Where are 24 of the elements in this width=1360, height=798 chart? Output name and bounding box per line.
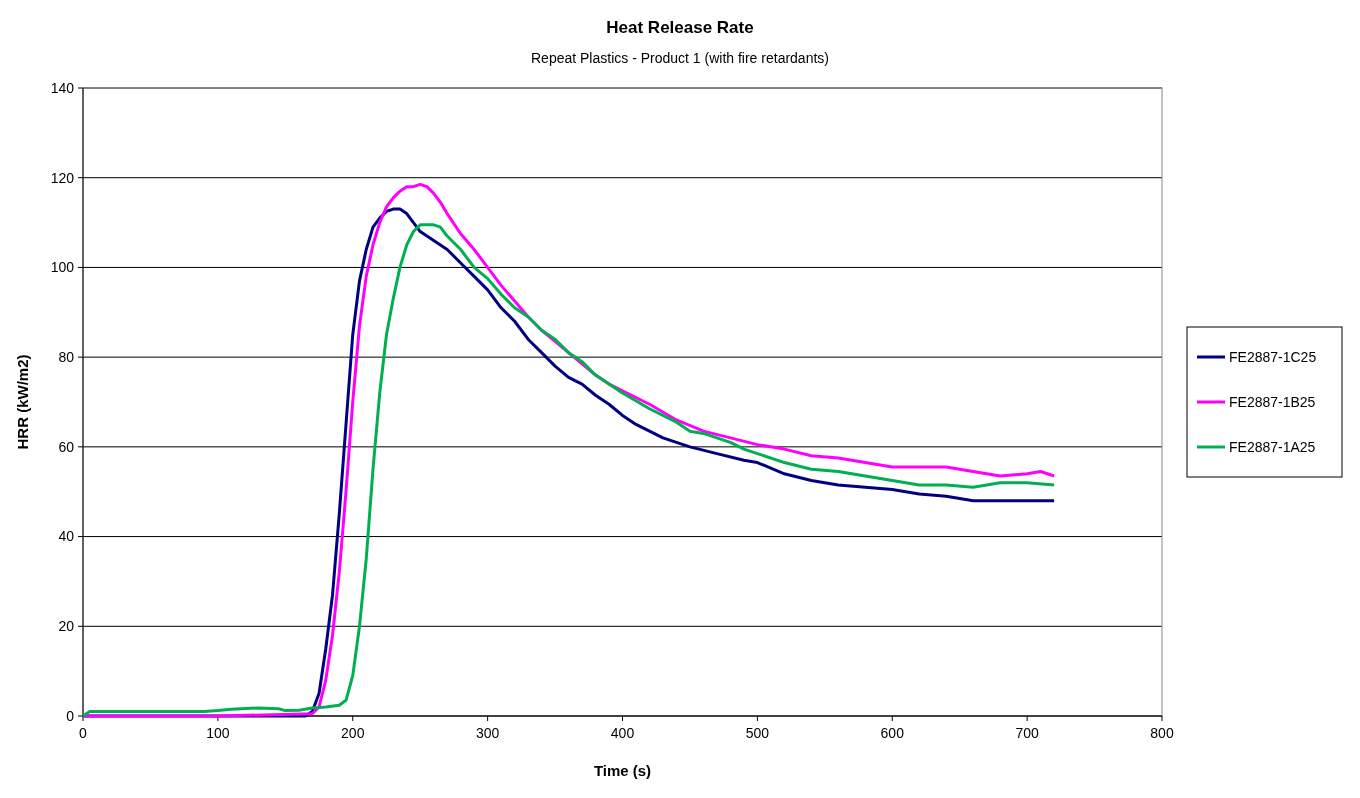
- y-tick-label: 0: [66, 707, 75, 724]
- y-tick-label: 60: [58, 438, 75, 455]
- y-axis-title: HRR (kW/m2): [14, 354, 31, 450]
- legend-label: FE2887-1A25: [1229, 438, 1316, 455]
- y-tick-label: 140: [50, 79, 75, 96]
- x-tick-label: 700: [1015, 725, 1040, 741]
- x-tick-label: 300: [475, 725, 500, 741]
- y-tick-label: 20: [58, 618, 75, 635]
- x-tick-label: 600: [880, 725, 905, 741]
- y-tick-label: 120: [50, 169, 75, 186]
- chart-subtitle: Repeat Plastics - Product 1 (with fire retardants): [530, 50, 830, 66]
- x-tick-label: 400: [610, 725, 635, 741]
- y-tick-label: 100: [50, 259, 75, 276]
- x-tick-label: 500: [745, 725, 770, 741]
- x-tick-label: 800: [1150, 725, 1174, 741]
- chart-title: Heat Release Rate: [606, 18, 754, 37]
- x-axis-title: Time (s): [593, 762, 652, 779]
- legend-label: FE2887-1B25: [1229, 393, 1316, 410]
- y-tick-label: 40: [58, 528, 75, 545]
- legend-label: FE2887-1C25: [1229, 348, 1317, 365]
- x-tick-label: 200: [341, 725, 365, 741]
- x-tick-label: 100: [206, 725, 230, 741]
- y-tick-label: 80: [58, 349, 75, 366]
- x-tick-label: 0: [79, 725, 88, 741]
